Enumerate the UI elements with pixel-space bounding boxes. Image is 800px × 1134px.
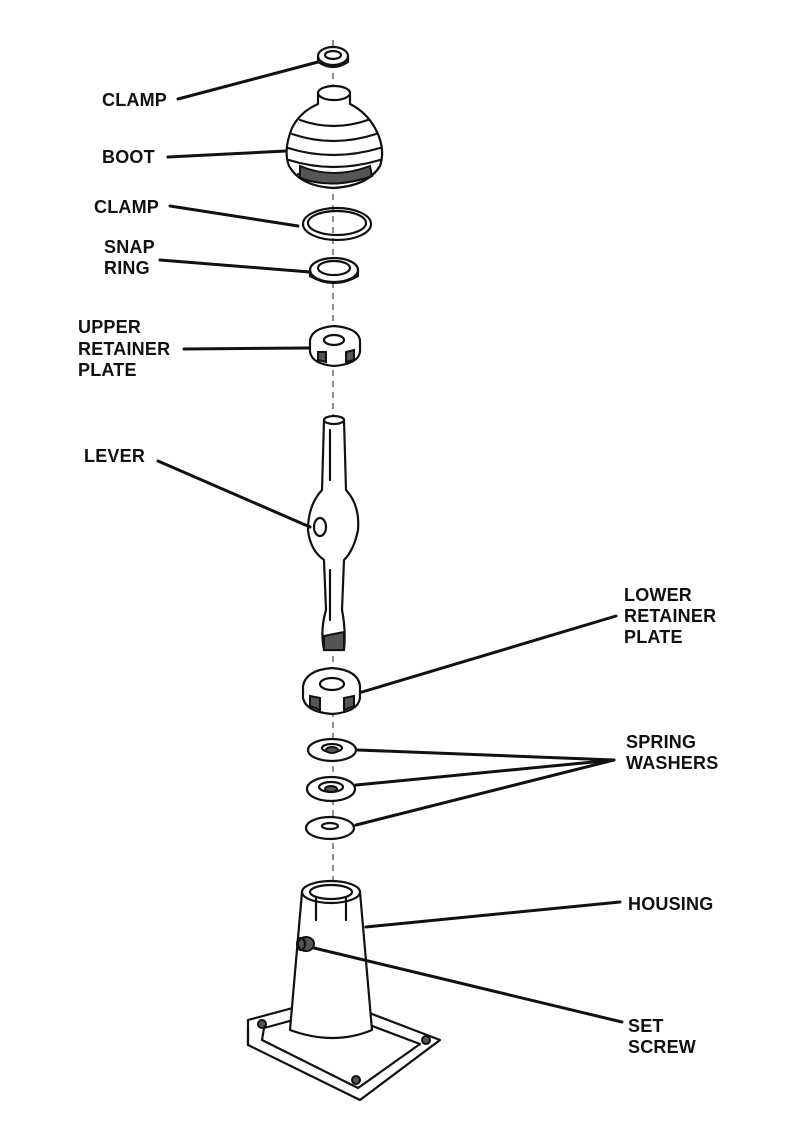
leader-lower-plate [360, 614, 618, 694]
leader-housing [364, 900, 622, 929]
label-set-screw-line2: SCREW [628, 1037, 696, 1057]
label-upper-plate-line3: PLATE [78, 360, 137, 380]
leader-clamp-top [176, 60, 320, 101]
set-screw-part [295, 936, 315, 952]
leader-boot [166, 149, 288, 159]
label-lower-plate-line3: PLATE [624, 627, 683, 647]
label-lever: LEVER [84, 446, 146, 466]
upper-retainer-plate-part [308, 324, 362, 368]
snap-ring-part [308, 256, 360, 285]
leader-spring-washer-3 [354, 758, 616, 827]
label-housing: HOUSING [628, 894, 714, 914]
leader-lever [156, 459, 312, 529]
top-clamp-part [316, 45, 350, 69]
lower-retainer-plate-part [301, 666, 362, 716]
lever-part [306, 414, 360, 652]
label-boot: BOOT [102, 147, 155, 167]
label-clamp-mid: CLAMP [94, 197, 159, 217]
middle-clamp-part [301, 206, 373, 242]
leader-clamp-mid [168, 204, 300, 228]
spring-washer-3-part [304, 815, 356, 841]
leader-set-screw [312, 946, 624, 1024]
housing-part [246, 879, 442, 1102]
label-upper-plate-line2: RETAINER [78, 339, 171, 359]
label-spring-washers-line2: WASHERS [626, 753, 719, 773]
leader-snap-ring [158, 258, 312, 274]
label-lower-plate-line2: RETAINER [624, 606, 717, 626]
label-set-screw-line1: SET [628, 1016, 664, 1036]
label-snap-ring-line2: RING [104, 258, 150, 278]
label-clamp-top: CLAMP [102, 90, 167, 110]
label-snap-ring-line1: SNAP [104, 237, 155, 257]
leader-spring-washer-1 [356, 748, 616, 762]
leader-spring-washer-2 [354, 758, 616, 787]
label-lower-plate-line1: LOWER [624, 585, 692, 605]
spring-washer-2-part [305, 775, 357, 803]
boot-part [285, 84, 384, 190]
leader-upper-plate [182, 346, 310, 351]
spring-washer-1-part [306, 737, 358, 763]
label-spring-washers-line1: SPRING [626, 732, 697, 752]
label-upper-plate-line1: UPPER [78, 317, 142, 337]
